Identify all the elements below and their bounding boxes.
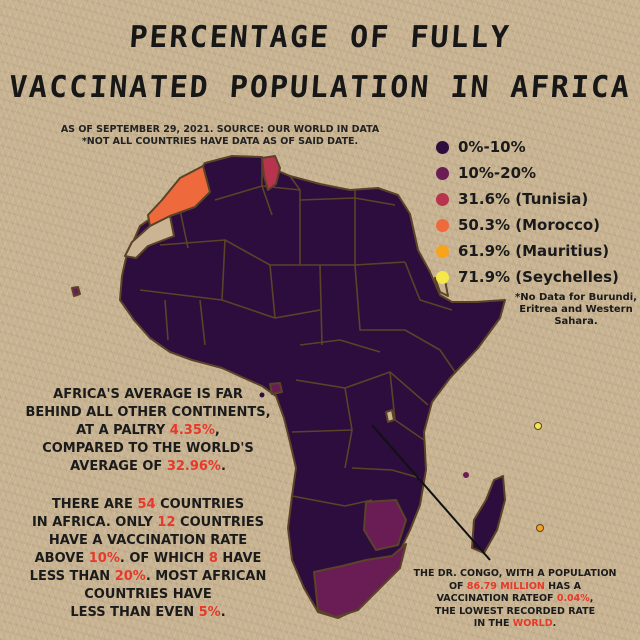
blurb-line: AT A PALTRY 4.35%,	[76, 423, 220, 438]
legend-item: 31.6% (Tunisia)	[436, 186, 619, 212]
note-line: THE LOWEST RECORDED RATE	[434, 605, 596, 617]
congo-pointer-line	[371, 424, 491, 561]
blurb-line: COMPARED TO THE WORLD'S	[42, 441, 254, 456]
legend-item: 71.9% (Seychelles)	[436, 264, 619, 290]
legend-label: 71.9% (Seychelles)	[458, 268, 619, 286]
legend-swatch	[436, 244, 449, 258]
botswana-region	[363, 499, 407, 551]
small-west-african-country	[269, 382, 283, 395]
seychelles-dot	[534, 422, 542, 430]
africa-average-value: 4.35%	[169, 423, 215, 438]
tunisia	[261, 155, 281, 191]
sao-tome-dot	[259, 392, 265, 398]
partial-data-note: *NOT ALL COUNTRIES HAVE DATA AS OF SAID …	[81, 136, 359, 147]
blurb-line: ABOVE 10%. OF WHICH 8 HAVE	[34, 551, 262, 566]
south-africa-region	[313, 543, 407, 618]
world-average-value: 32.96%	[166, 459, 221, 474]
legend-swatch	[436, 192, 449, 206]
note-line: VACCINATION RATEOF 0.04%,	[436, 593, 594, 604]
blurb-line: LESS THAN EVEN 5%.	[70, 605, 226, 620]
note-line: IN THE WORLD.	[473, 618, 557, 629]
dr-congo-note: THE DR. CONGO, WITH A POPULATION OF 86.7…	[400, 568, 630, 631]
legend-label: 31.6% (Tunisia)	[458, 190, 589, 208]
blurb-line: COUNTRIES HAVE	[84, 587, 212, 602]
burundi	[385, 409, 395, 423]
blurb-line: BEHIND ALL OTHER CONTINENTS,	[25, 405, 271, 420]
note-line: THE DR. CONGO, WITH A POPULATION	[413, 568, 617, 579]
country-count-blurb: THERE ARE 54 COUNTRIES IN AFRICA. ONLY 1…	[8, 496, 288, 622]
legend-swatch	[436, 166, 449, 180]
morocco	[147, 165, 211, 227]
legend-label: 0%-10%	[458, 138, 526, 156]
legend-item: 61.9% (Mauritius)	[436, 238, 619, 264]
cape-verde	[71, 286, 81, 297]
legend-label: 10%-20%	[458, 164, 537, 182]
blurb-line: THERE ARE 54 COUNTRIES	[51, 497, 245, 512]
blurb-line: AVERAGE OF 32.96%.	[70, 459, 226, 474]
blurb-line: HAVE A VACCINATION RATE	[48, 533, 248, 548]
congo-rate: 0.04%	[556, 593, 590, 604]
legend-item: 0%-10%	[436, 134, 619, 160]
blurb-line: AFRICA'S AVERAGE IS FAR	[53, 387, 243, 402]
legend-label: 61.9% (Mauritius)	[458, 242, 610, 260]
blurb-line: LESS THAN 20%. MOST AFRICAN	[29, 569, 267, 584]
legend-swatch	[436, 140, 449, 154]
above-ten-count: 12	[157, 515, 176, 530]
mauritius-dot	[536, 524, 544, 532]
note-line: OF 86.79 MILLION HAS A	[448, 580, 581, 592]
source-note: AS OF SEPTEMBER 29, 2021. SOURCE: OUR WO…	[60, 124, 380, 135]
legend-label: 50.3% (Morocco)	[458, 216, 600, 234]
blurb-line: IN AFRICA. ONLY 12 COUNTRIES	[31, 515, 265, 530]
legend-swatch	[436, 270, 449, 284]
madagascar	[471, 475, 506, 554]
legend-swatch	[436, 218, 449, 232]
country-count: 54	[137, 497, 156, 512]
africa-average-blurb: AFRICA'S AVERAGE IS FAR BEHIND ALL OTHER…	[8, 386, 288, 476]
legend-item: 10%-20%	[436, 160, 619, 186]
comoros-dot	[463, 472, 469, 478]
legend: 0%-10% 10%-20% 31.6% (Tunisia) 50.3% (Mo…	[436, 134, 619, 290]
no-data-note: *No Data for Burundi, Eritrea and Wester…	[515, 292, 637, 327]
congo-population: 86.79 MILLION	[466, 580, 545, 592]
western-sahara	[124, 215, 175, 259]
below-twenty-count: 8	[208, 551, 218, 566]
legend-item: 50.3% (Morocco)	[436, 212, 619, 238]
